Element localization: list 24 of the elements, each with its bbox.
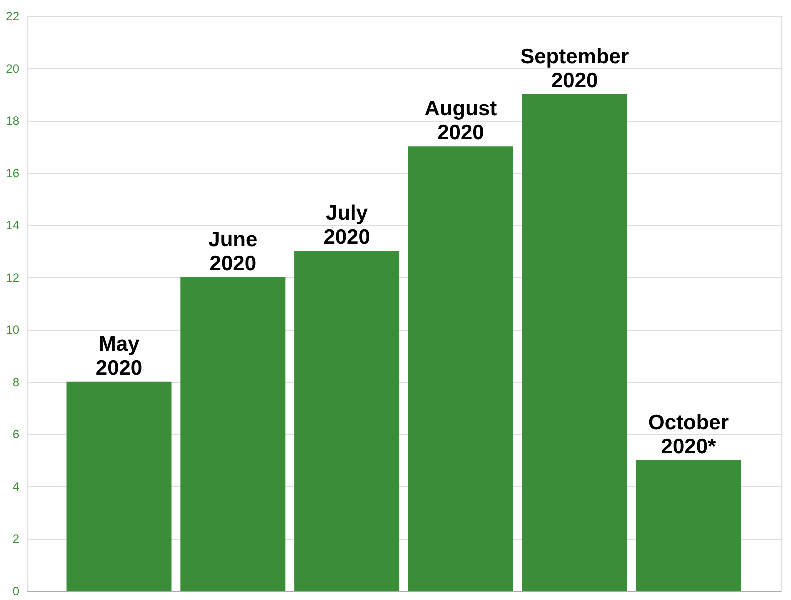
x-tick-label: August 2020 <box>424 98 498 145</box>
x-tick-label: October 2020* <box>648 411 729 458</box>
bar <box>636 460 742 591</box>
y-tick-label: 8 <box>12 375 20 390</box>
y-tick-label: 22 <box>6 10 20 24</box>
y-tick-label: 20 <box>6 62 20 76</box>
x-tick-label: September 2020 <box>520 45 630 92</box>
y-tick-label: 14 <box>6 218 20 233</box>
x-tick-label: May 2020 <box>96 332 143 380</box>
y-tick-label: 18 <box>6 114 20 128</box>
bar <box>408 146 514 591</box>
y-tick-label: 4 <box>12 480 20 494</box>
y-tick-label: 16 <box>6 166 20 180</box>
x-tick-label: June 2020 <box>208 228 258 276</box>
bar <box>522 94 628 591</box>
y-tick-label: 10 <box>6 323 20 338</box>
y-tick-label: 0 <box>12 584 20 598</box>
bar <box>180 277 286 591</box>
y-tick-label: 12 <box>6 270 20 285</box>
y-tick-label: 6 <box>12 428 20 442</box>
bar <box>66 382 172 591</box>
y-tick-label: 2 <box>12 532 20 546</box>
bar <box>294 251 400 591</box>
x-tick-label: July 2020 <box>324 202 370 250</box>
